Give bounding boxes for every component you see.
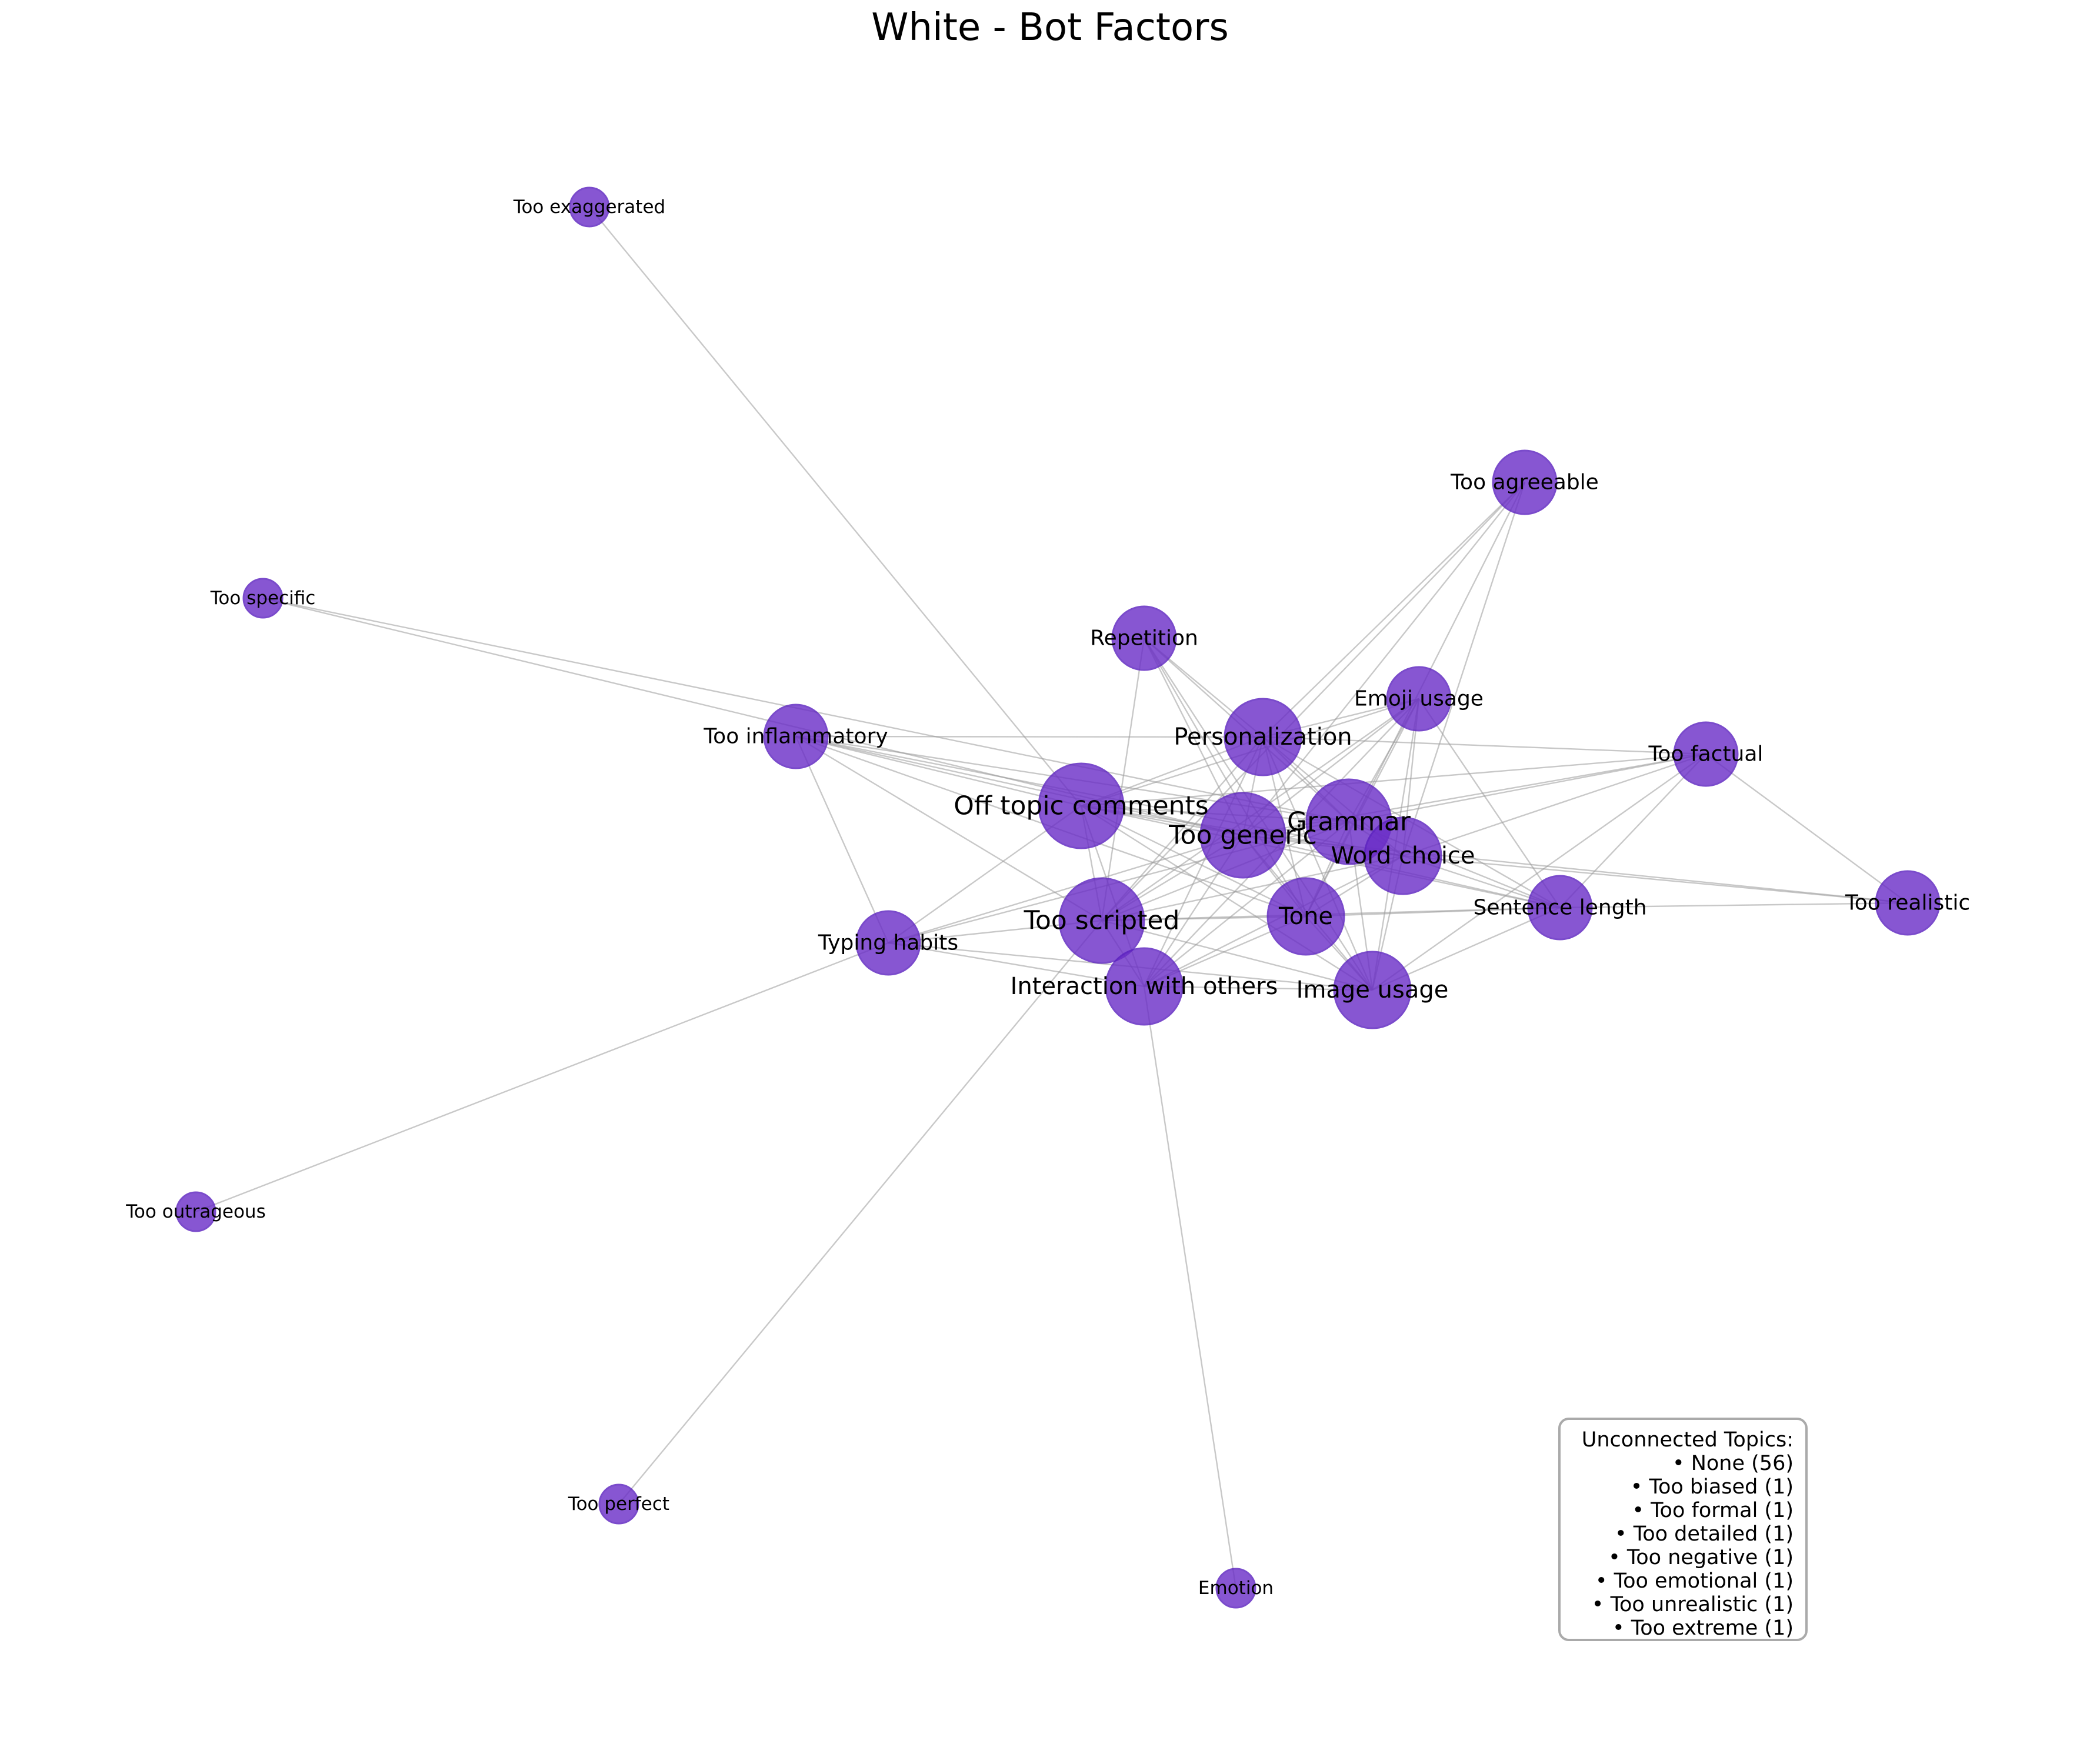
node-label-emotion: Emotion bbox=[1198, 1578, 1274, 1599]
node-too-perfect bbox=[598, 1483, 639, 1525]
edge-too-inflammatory--off-topic-comments bbox=[795, 735, 1082, 807]
legend-heading: Unconnected Topics: bbox=[1581, 1428, 1794, 1452]
edge-emoji-usage--sentence-length bbox=[1418, 698, 1561, 908]
legend-item: • Too detailed (1) bbox=[1615, 1522, 1794, 1546]
node-too-specific bbox=[242, 578, 284, 619]
node-label-sentence-length: Sentence length bbox=[1473, 896, 1646, 920]
nodes-layer bbox=[175, 186, 1941, 1609]
node-label-too-generic: Too generic bbox=[1168, 821, 1317, 851]
legend-item: • Too biased (1) bbox=[1630, 1475, 1794, 1499]
edge-word-choice--too-realistic bbox=[1402, 855, 1908, 904]
edge-too-inflammatory--personalization bbox=[795, 735, 1264, 738]
node-word-choice bbox=[1364, 816, 1442, 895]
edge-typing-habits--interaction-with-others bbox=[888, 942, 1145, 988]
node-off-topic-comments bbox=[1038, 762, 1125, 849]
node-label-grammar: Grammar bbox=[1287, 807, 1411, 837]
edge-too-inflammatory--typing-habits bbox=[795, 736, 889, 943]
node-sentence-length bbox=[1527, 875, 1593, 941]
node-label-emoji-usage: Emoji usage bbox=[1354, 687, 1484, 711]
node-too-realistic bbox=[1875, 870, 1941, 936]
node-emoji-usage bbox=[1386, 666, 1452, 732]
diagram-title: White - Bot Factors bbox=[871, 6, 1229, 49]
edge-off-topic-comments--sentence-length bbox=[1081, 805, 1561, 909]
edge-too-agreeable--too-generic bbox=[1242, 482, 1525, 836]
node-label-typing-habits: Typing habits bbox=[818, 931, 958, 955]
node-label-personalization: Personalization bbox=[1174, 724, 1352, 751]
edge-personalization--interaction-with-others bbox=[1143, 736, 1264, 987]
node-label-off-topic-comments: Off topic comments bbox=[954, 791, 1208, 821]
node-label-too-perfect: Too perfect bbox=[568, 1493, 669, 1515]
edge-typing-habits--too-outrageous bbox=[195, 942, 889, 1213]
node-label-image-usage: Image usage bbox=[1296, 976, 1449, 1003]
edge-too-factual--sentence-length bbox=[1559, 754, 1706, 908]
node-label-too-realistic: Too realistic bbox=[1845, 891, 1970, 915]
node-repetition bbox=[1111, 605, 1177, 671]
edge-personalization--image-usage bbox=[1262, 736, 1374, 991]
node-label-tone: Tone bbox=[1278, 903, 1333, 930]
edge-too-factual--image-usage bbox=[1372, 754, 1706, 991]
node-too-exaggerated bbox=[569, 186, 610, 228]
node-too-factual bbox=[1673, 721, 1739, 787]
edge-too-factual--word-choice bbox=[1402, 753, 1706, 857]
legend-item: • Too negative (1) bbox=[1608, 1546, 1794, 1569]
node-tone bbox=[1266, 877, 1345, 956]
edge-too-agreeable--too-scripted bbox=[1101, 482, 1525, 921]
node-interaction-with-others bbox=[1105, 947, 1184, 1026]
node-label-too-exaggerated: Too exaggerated bbox=[513, 196, 665, 218]
legend-item: • None (56) bbox=[1672, 1452, 1794, 1475]
edge-too-agreeable--word-choice bbox=[1402, 482, 1526, 856]
legend-item: • Too unrealistic (1) bbox=[1591, 1593, 1794, 1616]
node-too-outrageous bbox=[175, 1191, 216, 1232]
edge-too-scripted--too-perfect bbox=[618, 920, 1102, 1505]
edge-too-exaggerated--off-topic-comments bbox=[589, 206, 1082, 806]
node-emotion bbox=[1215, 1568, 1256, 1609]
node-label-too-factual: Too factual bbox=[1648, 742, 1764, 766]
edge-too-generic--typing-habits bbox=[888, 834, 1244, 944]
node-image-usage bbox=[1333, 951, 1412, 1029]
legend-item: • Too extreme (1) bbox=[1612, 1616, 1794, 1640]
edge-repetition--tone bbox=[1143, 638, 1307, 917]
legend-item: • Too formal (1) bbox=[1632, 1499, 1794, 1522]
node-label-repetition: Repetition bbox=[1090, 626, 1198, 651]
node-label-too-outrageous: Too outrageous bbox=[125, 1201, 265, 1222]
node-too-inflammatory bbox=[763, 704, 829, 769]
node-too-agreeable bbox=[1492, 449, 1558, 515]
edge-too-inflammatory--too-scripted bbox=[795, 735, 1102, 922]
edge-word-choice--too-scripted bbox=[1101, 855, 1404, 922]
node-label-too-scripted: Too scripted bbox=[1024, 906, 1180, 936]
edge-off-topic-comments--image-usage bbox=[1081, 805, 1373, 991]
node-label-too-specific: Too specific bbox=[210, 588, 316, 609]
legend-item: • Too emotional (1) bbox=[1595, 1569, 1794, 1593]
node-too-scripted bbox=[1058, 877, 1145, 964]
edge-grammar--interaction-with-others bbox=[1144, 821, 1349, 987]
node-typing-habits bbox=[855, 910, 921, 976]
node-personalization bbox=[1224, 698, 1302, 776]
node-too-generic bbox=[1199, 792, 1286, 879]
edge-personalization--too-factual bbox=[1262, 736, 1706, 755]
edge-repetition--too-scripted bbox=[1101, 638, 1145, 921]
node-label-interaction-with-others: Interaction with others bbox=[1011, 973, 1278, 1000]
node-label-too-inflammatory: Too inflammatory bbox=[703, 725, 888, 749]
edge-interaction-with-others--emotion bbox=[1143, 986, 1237, 1589]
edge-too-agreeable--personalization bbox=[1262, 482, 1525, 738]
edge-too-factual--grammar bbox=[1348, 753, 1706, 823]
edge-sentence-length--too-realistic bbox=[1559, 902, 1908, 909]
labels-layer: Too exaggerated Too agreeable Too specific… bbox=[125, 196, 1970, 1599]
edges-layer bbox=[195, 206, 1908, 1589]
node-label-too-agreeable: Too agreeable bbox=[1450, 471, 1599, 495]
edge-too-factual--too-realistic bbox=[1705, 754, 1908, 903]
unconnected-topics-legend: Unconnected Topics: • None (56) • Too bi… bbox=[1558, 1418, 1808, 1641]
edge-too-factual--off-topic-comments bbox=[1081, 753, 1706, 807]
edge-too-scripted--image-usage bbox=[1101, 919, 1373, 991]
node-label-word-choice: Word choice bbox=[1331, 842, 1475, 869]
